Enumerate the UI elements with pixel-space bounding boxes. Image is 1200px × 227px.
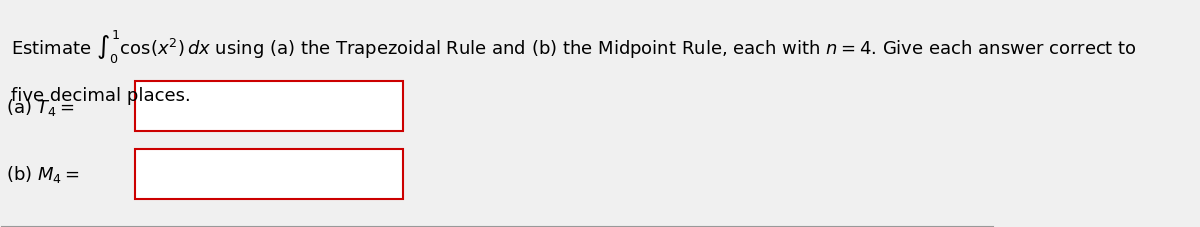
Text: (a) $T_4 =$: (a) $T_4 =$: [6, 96, 76, 117]
FancyBboxPatch shape: [136, 82, 403, 131]
Text: (b) $M_4 =$: (b) $M_4 =$: [6, 164, 80, 185]
Text: Estimate $\int_0^1 \cos(x^2)\, dx$ using (a) the Trapezoidal Rule and (b) the Mi: Estimate $\int_0^1 \cos(x^2)\, dx$ using…: [11, 28, 1138, 65]
FancyBboxPatch shape: [136, 149, 403, 199]
Text: five decimal places.: five decimal places.: [11, 86, 191, 104]
